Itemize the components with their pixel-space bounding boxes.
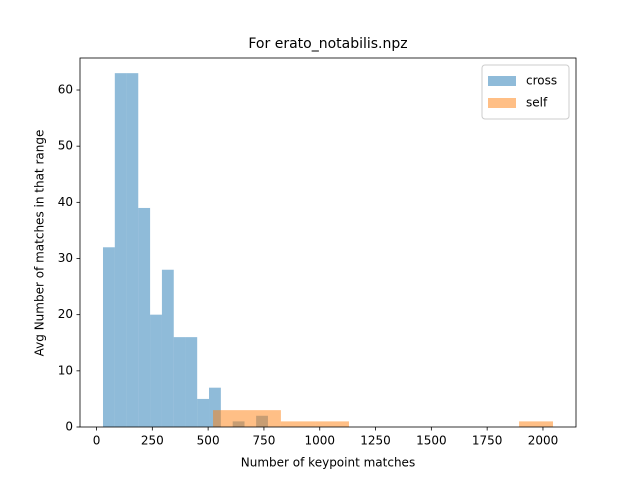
bar	[280, 421, 316, 427]
legend-label: self	[526, 96, 548, 110]
y-tick-label: 50	[58, 139, 73, 153]
bar	[209, 387, 221, 427]
x-tick-label: 1250	[360, 434, 391, 448]
chart-title: For erato_notabilis.npz	[248, 36, 407, 52]
plot-frame	[79, 57, 577, 428]
y-axis-label: Avg Number of matches in that range	[33, 130, 47, 357]
bar	[114, 73, 127, 428]
bar	[102, 247, 115, 427]
x-tick-label: 1000	[304, 434, 335, 448]
x-tick-label: 750	[252, 434, 275, 448]
x-tick-label: 1500	[416, 434, 447, 448]
legend-swatch	[488, 98, 516, 108]
bar	[161, 269, 174, 427]
y-tick-label: 30	[58, 251, 73, 265]
bar	[185, 337, 198, 427]
bar	[315, 421, 349, 427]
legend-swatch	[488, 76, 516, 86]
bar	[519, 421, 554, 427]
bar	[138, 207, 151, 427]
y-tick-label: 0	[65, 420, 73, 434]
legend-label: cross	[526, 74, 557, 88]
y-tick-label: 60	[58, 83, 73, 97]
bar	[173, 337, 186, 427]
x-tick-label: 1750	[472, 434, 503, 448]
bar	[126, 73, 139, 428]
bar	[150, 314, 162, 427]
bar	[246, 410, 281, 427]
y-tick-label: 10	[58, 363, 73, 377]
x-tick-label: 250	[141, 434, 164, 448]
x-tick-label: 0	[93, 434, 101, 448]
bar	[197, 398, 210, 427]
x-tick-label: 500	[197, 434, 220, 448]
y-tick-label: 20	[58, 307, 73, 321]
x-tick-label: 2000	[528, 434, 559, 448]
y-tick-label: 40	[58, 195, 73, 209]
x-axis-label: Number of keypoint matches	[241, 456, 415, 470]
bar	[213, 410, 247, 427]
